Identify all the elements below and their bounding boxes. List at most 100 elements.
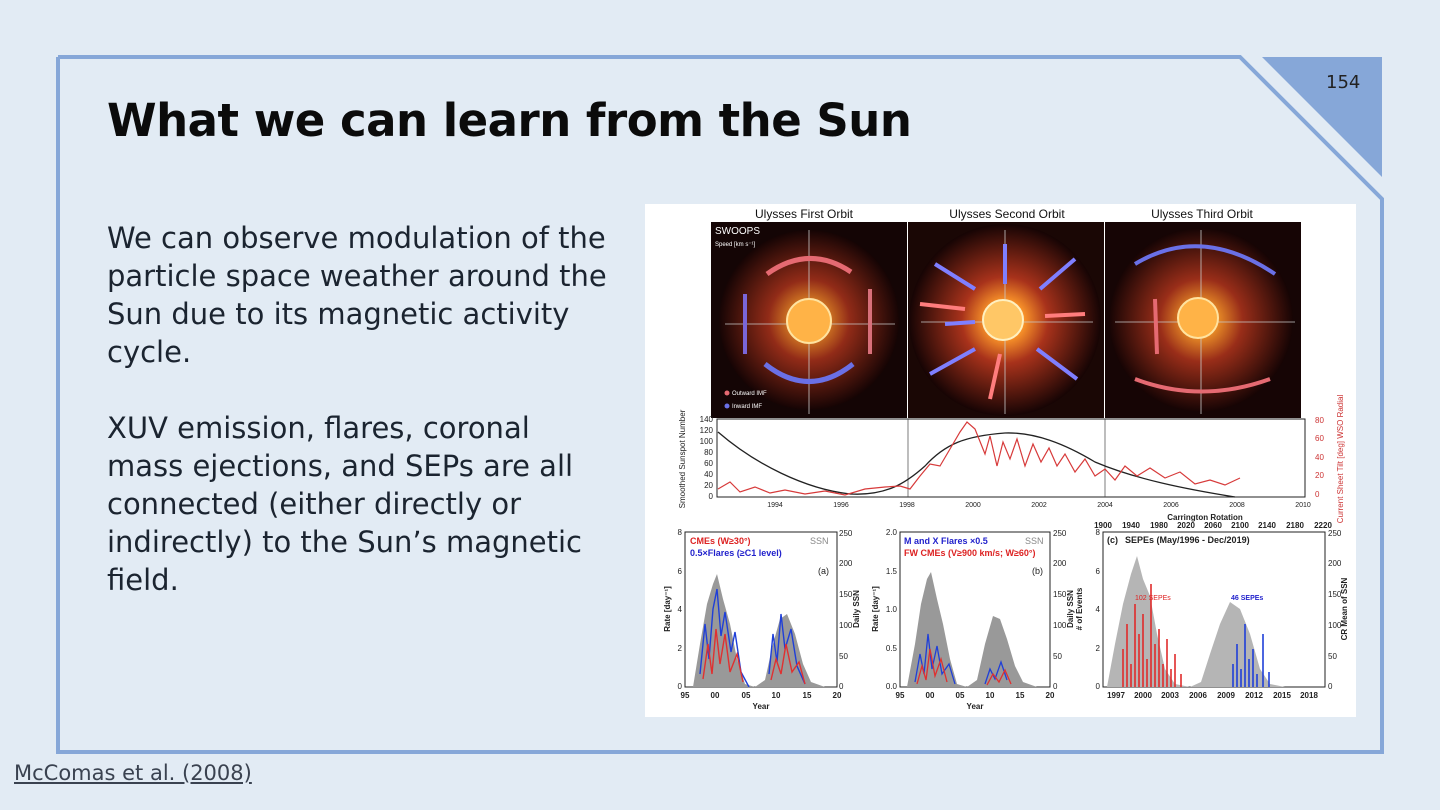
- svg-text:60: 60: [1315, 434, 1324, 443]
- swoops-label: SWOOPS: [715, 226, 760, 237]
- svg-text:0: 0: [1053, 682, 1058, 691]
- svg-text:2: 2: [678, 644, 683, 653]
- sunspot-xticks: 1994 1996 1998 2000 2002 2004 2006 2008 …: [767, 502, 1311, 509]
- svg-text:00: 00: [926, 691, 935, 700]
- panel-b-legend-2: FW CMEs (V≥900 km/s; W≥60°): [904, 548, 1036, 558]
- sunspot-ylabel: Smoothed Sunspot Number: [678, 409, 687, 508]
- svg-text:2003: 2003: [1161, 691, 1179, 700]
- panel-b-tag: (b): [1032, 566, 1043, 576]
- svg-text:2010: 2010: [1295, 502, 1311, 509]
- svg-text:1996: 1996: [833, 502, 849, 509]
- panel-c-count-red: 102 SEPEs: [1135, 595, 1171, 602]
- svg-text:250: 250: [1053, 529, 1067, 538]
- svg-text:6: 6: [1096, 567, 1101, 576]
- panel-a-xticks: 95 00 05 10 15 20: [681, 691, 842, 700]
- svg-text:2009: 2009: [1217, 691, 1235, 700]
- orbit-title-3: Ulysses Third Orbit: [1151, 207, 1253, 221]
- orbit-title-2: Ulysses Second Orbit: [949, 207, 1065, 221]
- svg-text:20: 20: [1315, 471, 1324, 480]
- body-text: We can observe modulation of the particl…: [107, 219, 607, 637]
- svg-text:0: 0: [1328, 682, 1333, 691]
- speed-label: Speed [km s⁻¹]: [715, 242, 756, 248]
- svg-text:150: 150: [1053, 590, 1067, 599]
- svg-text:200: 200: [839, 559, 853, 568]
- inward-imf-legend: Inward IMF: [732, 404, 762, 410]
- svg-text:4: 4: [1096, 605, 1101, 614]
- svg-text:15: 15: [803, 691, 812, 700]
- svg-text:2060: 2060: [1204, 521, 1222, 530]
- citation-link[interactable]: McComas et al. (2008): [14, 761, 252, 785]
- sunspot-chart: Smoothed Sunspot Number Current Sheet Ti…: [678, 395, 1345, 524]
- svg-text:1997: 1997: [1107, 691, 1125, 700]
- svg-text:20: 20: [833, 691, 842, 700]
- svg-text:2008: 2008: [1229, 502, 1245, 509]
- sepe-panel-c: Carrington Rotation 1900 1940 1980 2020 …: [1075, 513, 1349, 700]
- panel-b-xticks: 95 00 05 10 15 20: [896, 691, 1055, 700]
- cme-flare-panel-a: CMEs (W≥30°) 0.5×Flares (≥C1 level) SSN …: [663, 528, 861, 711]
- panel-a-yticks: 0 2 4 6 8: [678, 528, 683, 691]
- solar-cycle-figure: SWOOPS Speed [km s⁻¹] Outward IMF Inward…: [645, 204, 1356, 717]
- svg-text:2018: 2018: [1300, 691, 1318, 700]
- svg-text:10: 10: [986, 691, 995, 700]
- panel-a-xlabel: Year: [753, 702, 770, 711]
- svg-text:1994: 1994: [767, 502, 783, 509]
- panel-c-yticks-right: 0 50 100 150 200 250: [1328, 529, 1342, 691]
- svg-text:2012: 2012: [1245, 691, 1263, 700]
- flare-cme-panel-b: M and X Flares ×0.5 FW CMEs (V≥900 km/s;…: [871, 528, 1075, 711]
- svg-text:1900: 1900: [1094, 521, 1112, 530]
- slide-title: What we can learn from the Sun: [107, 94, 912, 147]
- panel-a-yticks-right: 0 50 100 150 200 250: [839, 529, 853, 691]
- page-number: 154: [1326, 72, 1361, 93]
- svg-text:2002: 2002: [1031, 502, 1047, 509]
- svg-text:4: 4: [678, 605, 683, 614]
- svg-text:2100: 2100: [1231, 521, 1249, 530]
- svg-text:20: 20: [704, 481, 713, 490]
- svg-text:120: 120: [700, 426, 714, 435]
- svg-text:2006: 2006: [1189, 691, 1207, 700]
- svg-text:1.5: 1.5: [886, 567, 898, 576]
- svg-text:0: 0: [839, 682, 844, 691]
- svg-text:95: 95: [681, 691, 690, 700]
- panel-b-yticks-right: 0 50 100 150 200 250: [1053, 529, 1067, 691]
- panel-a-legend-2: 0.5×Flares (≥C1 level): [690, 548, 782, 558]
- svg-text:0: 0: [678, 682, 683, 691]
- svg-text:1940: 1940: [1122, 521, 1140, 530]
- svg-text:50: 50: [1328, 652, 1337, 661]
- svg-text:80: 80: [704, 448, 713, 457]
- panel-a-ylabel-right: Daily SSN: [852, 590, 861, 628]
- svg-text:05: 05: [742, 691, 751, 700]
- panel-c-ylabel-right: CR Mean of SSN: [1340, 577, 1349, 640]
- svg-text:2180: 2180: [1286, 521, 1304, 530]
- tilt-yticks: 0 20 40 60 80: [1315, 416, 1324, 499]
- panel-a-tag: (a): [818, 566, 829, 576]
- svg-text:50: 50: [839, 652, 848, 661]
- ulysses-orbit-panels: SWOOPS Speed [km s⁻¹] Outward IMF Inward…: [711, 207, 1301, 418]
- panel-c-xticks: 1997 2000 2003 2006 2009 2012 2015 2018: [1107, 691, 1318, 700]
- svg-text:8: 8: [1096, 528, 1101, 537]
- panel-c-blue-bars: [1232, 624, 1270, 687]
- page-corner-fold: [1262, 57, 1382, 177]
- svg-text:250: 250: [1328, 529, 1342, 538]
- svg-text:05: 05: [956, 691, 965, 700]
- panel-c-tag: (c): [1107, 535, 1118, 545]
- svg-text:20: 20: [1046, 691, 1055, 700]
- panel-b-legend-1: M and X Flares ×0.5: [904, 536, 988, 546]
- carrington-label: Carrington Rotation: [1167, 513, 1243, 522]
- panel-b-ssn: SSN: [1025, 536, 1044, 546]
- svg-text:1.0: 1.0: [886, 605, 898, 614]
- svg-text:6: 6: [678, 567, 683, 576]
- paragraph-connections: XUV emission, flares, coronal mass eject…: [107, 411, 582, 597]
- svg-text:2220: 2220: [1314, 521, 1332, 530]
- svg-text:200: 200: [1053, 559, 1067, 568]
- panel-b-ylabel-right: Daily SSN: [1066, 590, 1075, 628]
- svg-text:250: 250: [839, 529, 853, 538]
- svg-text:2020: 2020: [1177, 521, 1195, 530]
- svg-text:0: 0: [1096, 682, 1101, 691]
- orbit-panel-1: SWOOPS Speed [km s⁻¹] Outward IMF Inward…: [711, 222, 907, 418]
- svg-text:100: 100: [1328, 621, 1342, 630]
- svg-text:8: 8: [678, 528, 683, 537]
- panel-c-title: SEPEs (May/1996 - Dec/2019): [1125, 535, 1250, 545]
- svg-text:2000: 2000: [965, 502, 981, 509]
- svg-text:100: 100: [700, 437, 714, 446]
